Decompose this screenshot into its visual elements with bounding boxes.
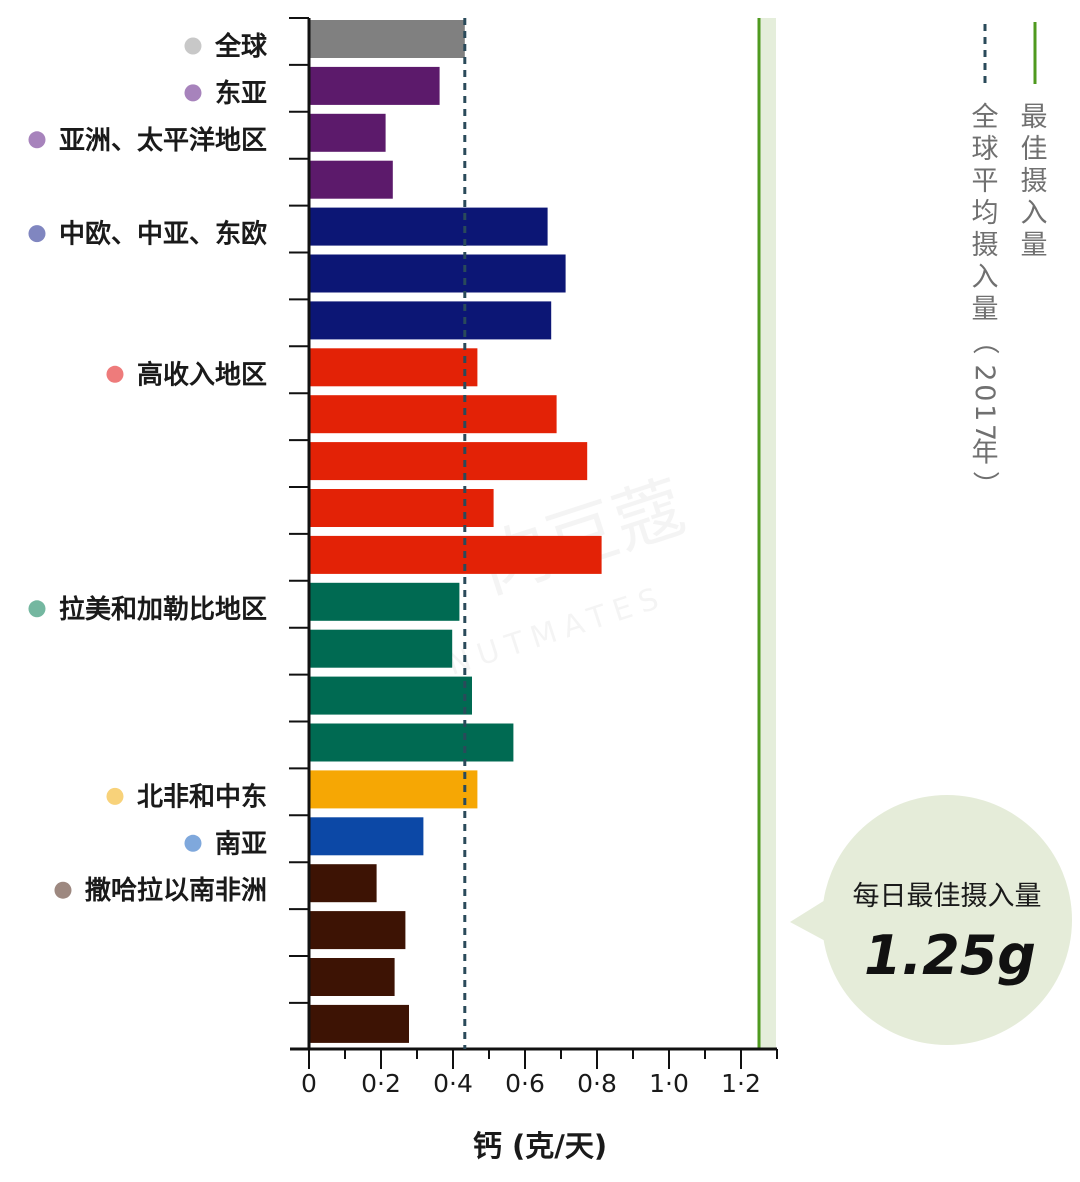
- optimal-intake-band: [759, 18, 776, 1049]
- category-label: 南亚: [215, 829, 267, 859]
- bar-5-2: [310, 676, 472, 715]
- legend-average-label-char: 均: [972, 198, 999, 229]
- category-label: 亚洲、太平洋地区: [59, 125, 267, 156]
- bar-5-0: [310, 582, 460, 621]
- legend-optimal-label-char: 入: [1021, 198, 1048, 229]
- category-label: 东亚: [215, 78, 267, 109]
- bar-3-2: [310, 301, 552, 340]
- bar-5-3: [310, 723, 514, 762]
- x-tick-label: 0·4: [433, 1069, 473, 1098]
- x-tick-label: 1·2: [721, 1069, 761, 1098]
- x-tick-label: 1·0: [649, 1069, 689, 1098]
- x-tick-label: 0: [301, 1069, 317, 1098]
- legend-average-label-char: 7: [969, 424, 1000, 441]
- legend-average-label-char: 0: [969, 384, 1000, 401]
- legend-average-label-char: 量: [972, 294, 999, 325]
- category-label: 北非和中东: [137, 781, 267, 812]
- legend-dot: [184, 84, 202, 102]
- bar-2-0: [310, 113, 386, 152]
- bar-8-0: [310, 864, 377, 903]
- legend-optimal-label-char: 量: [1021, 230, 1048, 261]
- category-label: 全球: [214, 31, 268, 62]
- legend-dot: [28, 600, 46, 618]
- legend-optimal-label-char: 摄: [1021, 166, 1048, 197]
- legend-average-label-char: 1: [969, 404, 1000, 421]
- bar-4-4: [310, 535, 602, 574]
- bar-3-1: [310, 254, 566, 293]
- callout-value: 1.25g: [864, 924, 1036, 987]
- callout-title: 每日最佳摄入量: [853, 881, 1042, 912]
- legend-average-label-char: 摄: [972, 230, 999, 261]
- legend-dot: [28, 225, 46, 243]
- legend-average-label-char: ）: [969, 471, 1000, 498]
- bar-0-0: [310, 20, 465, 58]
- x-tick-label: 0·2: [361, 1069, 401, 1098]
- bar-5-1: [310, 629, 453, 668]
- legend-average-label-char: 平: [972, 166, 999, 197]
- x-tick-label: 0·6: [505, 1069, 545, 1098]
- bar-8-1: [310, 911, 406, 950]
- legend-average-label-char: 年: [972, 437, 999, 468]
- category-label: 中欧、中亚、东欧: [59, 219, 267, 250]
- bar-4-3: [310, 489, 494, 527]
- legend-average-label-char: （: [969, 328, 1000, 355]
- x-tick-label: 0·8: [577, 1069, 617, 1098]
- category-label: 拉美和加勒比地区: [59, 594, 267, 625]
- bar-8-3: [310, 1004, 409, 1043]
- legend-dot: [184, 834, 202, 852]
- bar-3-0: [310, 207, 548, 246]
- watermark-text-en: NUTMATES: [444, 579, 671, 682]
- bar-4-0: [310, 348, 478, 387]
- legend-average-label-char: 球: [972, 134, 999, 165]
- bar-4-1: [310, 395, 557, 434]
- category-label: 高收入地区: [137, 359, 267, 390]
- callout-bubble: [822, 795, 1072, 1045]
- bar-7-0: [310, 817, 424, 856]
- bar-4-2: [310, 442, 588, 481]
- legend-dot: [54, 881, 72, 899]
- bar-2-1: [310, 160, 393, 199]
- bar-6-0: [310, 770, 478, 809]
- legend-dot: [28, 131, 46, 149]
- bar-1-0: [310, 66, 440, 105]
- x-axis-label: 钙 (克/天): [473, 1129, 607, 1163]
- bar-8-2: [310, 958, 395, 996]
- legend-average-label-char: 全: [972, 102, 999, 133]
- legend-dot: [106, 365, 124, 383]
- legend-average-label-char: 入: [972, 262, 999, 293]
- legend-dot: [184, 37, 202, 55]
- legend-average-label-char: 2: [969, 364, 1000, 381]
- category-label: 撒哈拉以南非洲: [85, 875, 267, 906]
- legend-dot: [106, 787, 124, 805]
- legend-optimal-label-char: 最: [1021, 102, 1048, 133]
- legend-optimal-label-char: 佳: [1021, 134, 1048, 165]
